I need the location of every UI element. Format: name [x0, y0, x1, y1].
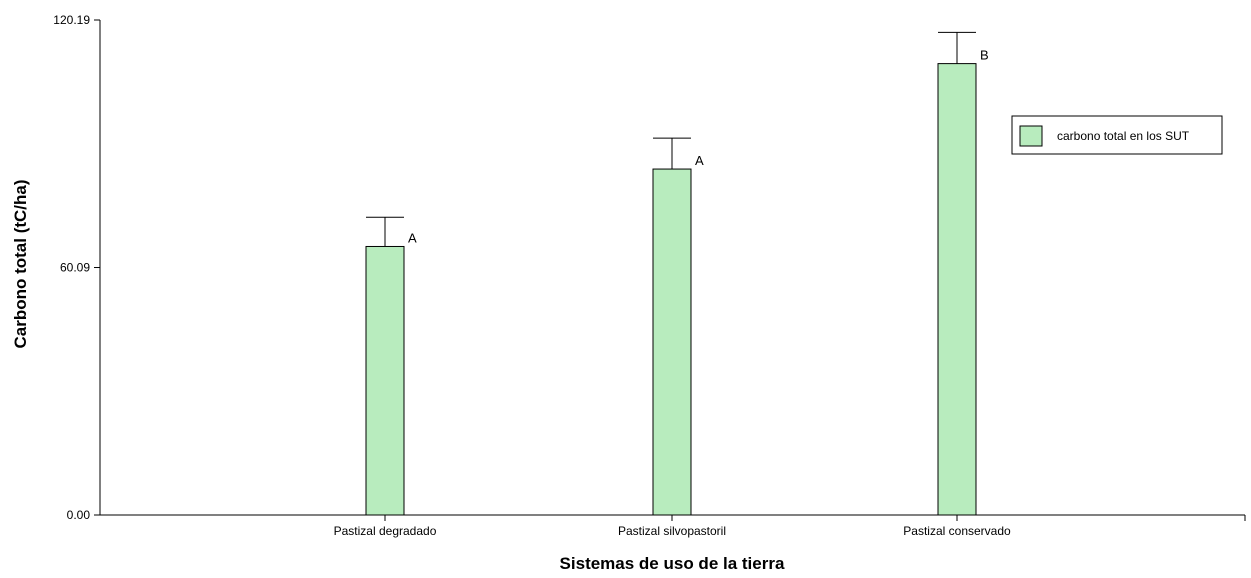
bar	[937, 63, 977, 516]
x-tick-label: Pastizal silvopastoril	[618, 524, 726, 538]
x-tick-label: Pastizal degradado	[334, 524, 437, 538]
y-axis-title: Carbono total (tC/ha)	[11, 179, 30, 348]
y-axis-ticks: 0.00 60.09 120.19	[53, 13, 100, 522]
significance-letter: A	[695, 153, 704, 168]
legend-box	[1011, 115, 1223, 155]
x-axis-ticks: Pastizal degradado Pastizal silvopastoril…	[334, 515, 1011, 538]
legend-label: carbono total en los SUT	[1057, 129, 1190, 143]
y-tick-label: 60.09	[60, 261, 90, 275]
bar	[652, 168, 692, 516]
significance-letter: A	[408, 230, 417, 245]
legend-swatch	[1019, 125, 1043, 147]
legend: carbono total en los SUT	[1011, 115, 1223, 155]
y-tick-label: 0.00	[67, 508, 91, 522]
y-tick-label: 120.19	[53, 13, 90, 27]
x-axis-title: Sistemas de uso de la tierra	[560, 554, 785, 573]
bars-group: A A B	[365, 31, 989, 516]
significance-letter: B	[980, 48, 989, 63]
x-tick-label: Pastizal conservado	[903, 524, 1011, 538]
bar	[365, 245, 405, 516]
